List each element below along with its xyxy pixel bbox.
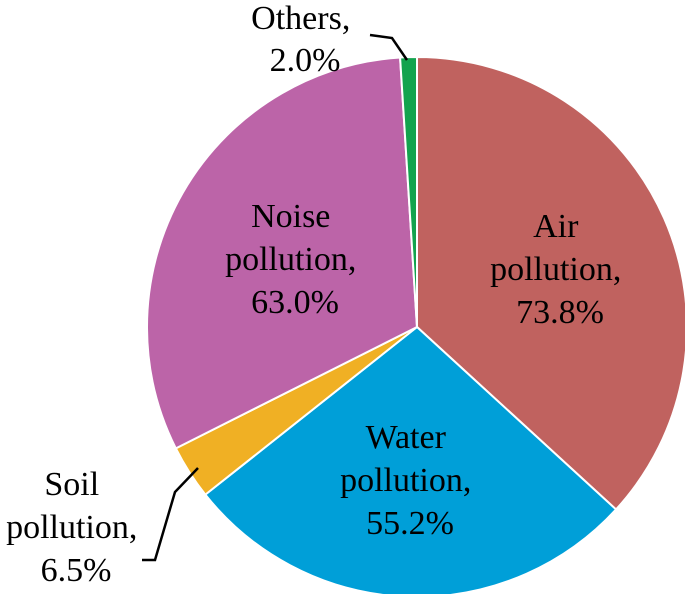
noise-pollution-slice	[146, 56, 419, 450]
soil-pollution-label-line-3: 6.5%	[41, 552, 112, 589]
others-label-line-2: 2.0%	[270, 42, 341, 79]
soil-pollution-label-line-2: pollution,	[6, 509, 137, 546]
soil-pollution-leader-line	[142, 467, 199, 562]
others-label-line-1: Others,	[251, 0, 350, 37]
others-label: Others, 2.0%	[251, 0, 359, 79]
water-pollution-slice	[203, 325, 618, 594]
water-pollution-label-line-2: pollution,	[340, 462, 471, 499]
noise-pollution-label-line-1: Noise	[251, 198, 330, 235]
soil-pollution-label: Soil pollution, 6.5%	[6, 466, 146, 589]
pie-slices	[146, 55, 685, 594]
air-pollution-label-line-2: pollution,	[490, 251, 621, 288]
slice-labels: Air pollution, 73.8% Water pollution, 55…	[6, 0, 630, 589]
air-pollution-label: Air pollution, 73.8%	[490, 208, 630, 331]
water-pollution-label: Water pollution, 55.2%	[340, 419, 480, 542]
air-pollution-slice	[416, 55, 685, 511]
leader-lines	[142, 33, 409, 562]
water-pollution-label-line-3: 55.2%	[366, 505, 454, 542]
noise-pollution-label: Noise pollution, 63.0%	[225, 198, 365, 321]
water-pollution-label-line-1: Water	[366, 419, 447, 456]
noise-pollution-label-line-3: 63.0%	[251, 284, 339, 321]
others-leader-line	[369, 33, 409, 61]
soil-pollution-label-line-1: Soil	[44, 466, 99, 503]
others-slice	[399, 55, 418, 328]
noise-pollution-label-line-2: pollution,	[225, 241, 356, 278]
air-pollution-label-line-1: Air	[533, 208, 579, 245]
air-pollution-label-line-3: 73.8%	[516, 294, 604, 331]
